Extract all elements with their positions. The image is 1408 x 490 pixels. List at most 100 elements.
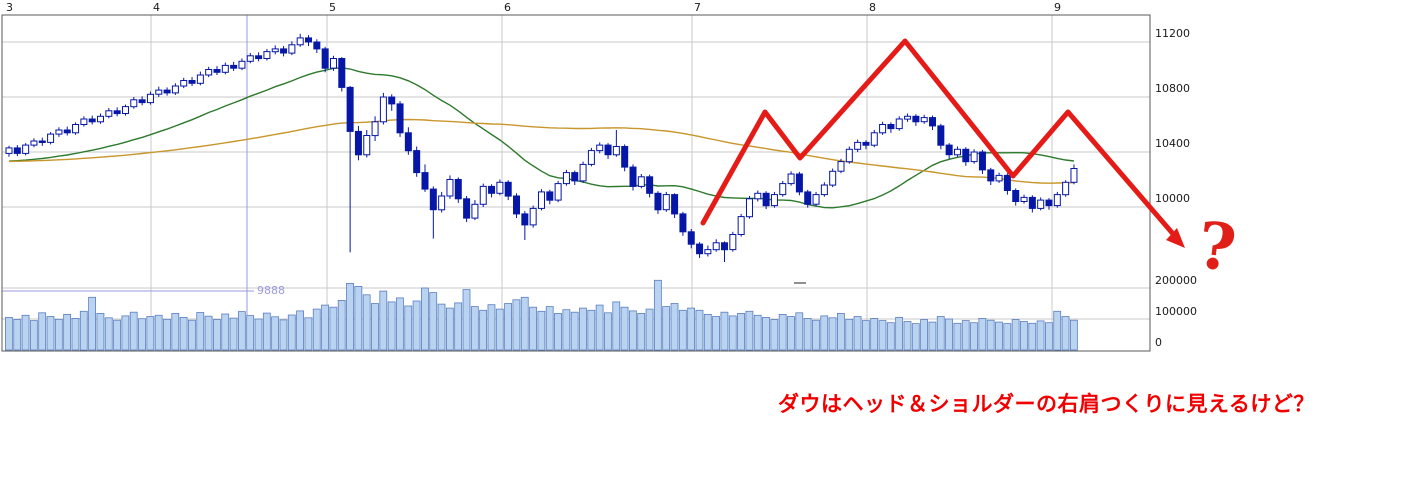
candle-up	[1062, 181, 1070, 196]
volume-bar	[254, 318, 263, 351]
volume-bar	[71, 317, 80, 351]
volume-bar	[163, 318, 171, 351]
candle-up	[537, 191, 545, 209]
candle-down	[504, 181, 512, 197]
volume-bar	[903, 321, 912, 351]
candle-up	[238, 60, 246, 69]
cursor-value-label: 9888	[257, 284, 285, 297]
volume-bar	[870, 317, 879, 351]
volume-bar	[312, 308, 321, 351]
candle-up	[47, 133, 55, 143]
volume-bar	[653, 279, 662, 351]
volume-bar	[404, 305, 413, 351]
candle-up	[121, 106, 129, 114]
candle-down	[313, 41, 321, 50]
candle-up	[712, 242, 720, 251]
volume-bar	[1069, 319, 1078, 351]
volume-bar	[828, 317, 837, 351]
candle-up	[196, 74, 204, 84]
candle-down	[305, 37, 313, 43]
volume-bar	[712, 316, 720, 351]
volume-bar	[1003, 323, 1012, 351]
candle-up	[180, 80, 188, 87]
volume-bar	[96, 312, 105, 351]
candle-down	[1003, 174, 1011, 191]
volume-tick-label: 0	[1155, 336, 1162, 349]
candle-up	[554, 183, 562, 201]
month-tick-label: 7	[694, 1, 701, 14]
volume-bar	[911, 323, 920, 351]
volume-bar	[845, 318, 854, 351]
candle-up	[854, 141, 862, 150]
volume-bar	[936, 316, 945, 351]
candle-up	[879, 124, 887, 134]
axis-labels: 3 4 5 6 7 8 9 11200 10800 10400 10000 200000 100000 0	[6, 1, 1197, 349]
candle-up	[870, 132, 878, 146]
volume-bar	[362, 294, 371, 351]
candle-up	[271, 48, 279, 53]
volume-bar	[670, 303, 679, 351]
month-tick-label: 8	[869, 1, 876, 14]
candle-up	[288, 44, 296, 54]
candle-up	[745, 198, 753, 218]
candle-up	[296, 37, 304, 46]
volume-bar	[620, 306, 629, 351]
candle-up	[779, 183, 787, 196]
plot-border	[1, 14, 1151, 352]
volume-bar	[570, 311, 579, 351]
volume-bar	[895, 316, 904, 351]
candle-down	[1012, 190, 1020, 202]
candle-down	[646, 176, 654, 194]
candle-up	[754, 192, 762, 200]
candle-up	[837, 161, 845, 172]
candle-down	[63, 129, 71, 134]
volume-bar	[396, 297, 404, 351]
volume-bar	[820, 315, 829, 351]
volume-bar	[762, 316, 770, 351]
volume-bar	[554, 312, 562, 351]
candle-up	[920, 117, 928, 123]
candle-down	[113, 110, 121, 115]
candle-up	[1053, 194, 1061, 207]
candle-down	[396, 103, 404, 134]
volume-bar	[678, 309, 687, 351]
candle-up	[363, 135, 371, 156]
head-and-shoulders-line	[700, 38, 1177, 238]
plot-background	[2, 15, 1150, 351]
volume-bar	[1020, 321, 1028, 351]
volume-tick-label: 100000	[1155, 305, 1197, 318]
volume-bar	[886, 322, 895, 351]
price-tick-label: 10000	[1155, 192, 1190, 205]
volume-bar	[920, 319, 928, 351]
candle-down	[937, 125, 945, 146]
volume-bar	[687, 307, 696, 351]
volume-bar	[861, 320, 870, 351]
volume-bar	[154, 314, 163, 351]
candle-up	[829, 170, 837, 186]
month-tick-label: 4	[153, 1, 160, 14]
candle-down	[421, 172, 429, 190]
volume-bar	[970, 322, 978, 351]
volume-bar	[379, 290, 388, 351]
volume-bar	[487, 304, 496, 351]
candle-up	[72, 124, 80, 134]
volume-bar	[479, 309, 488, 351]
volume-bar	[346, 282, 354, 351]
volume-bar	[529, 306, 537, 351]
candle-down	[88, 118, 96, 123]
candle-up	[995, 174, 1003, 182]
candle-down	[671, 194, 679, 215]
candle-down	[521, 213, 529, 226]
price-tick-label: 10800	[1155, 82, 1190, 95]
candle-up	[895, 118, 903, 130]
candle-up	[1037, 199, 1045, 209]
candle-down	[354, 130, 362, 156]
candle-up	[637, 176, 645, 187]
candle-down	[929, 117, 937, 127]
volume-bar	[562, 309, 571, 351]
volume-bar	[221, 313, 230, 351]
volume-bar	[537, 310, 546, 351]
volume-bar	[21, 314, 30, 351]
candle-down	[213, 69, 221, 73]
volume-bar	[720, 311, 729, 351]
